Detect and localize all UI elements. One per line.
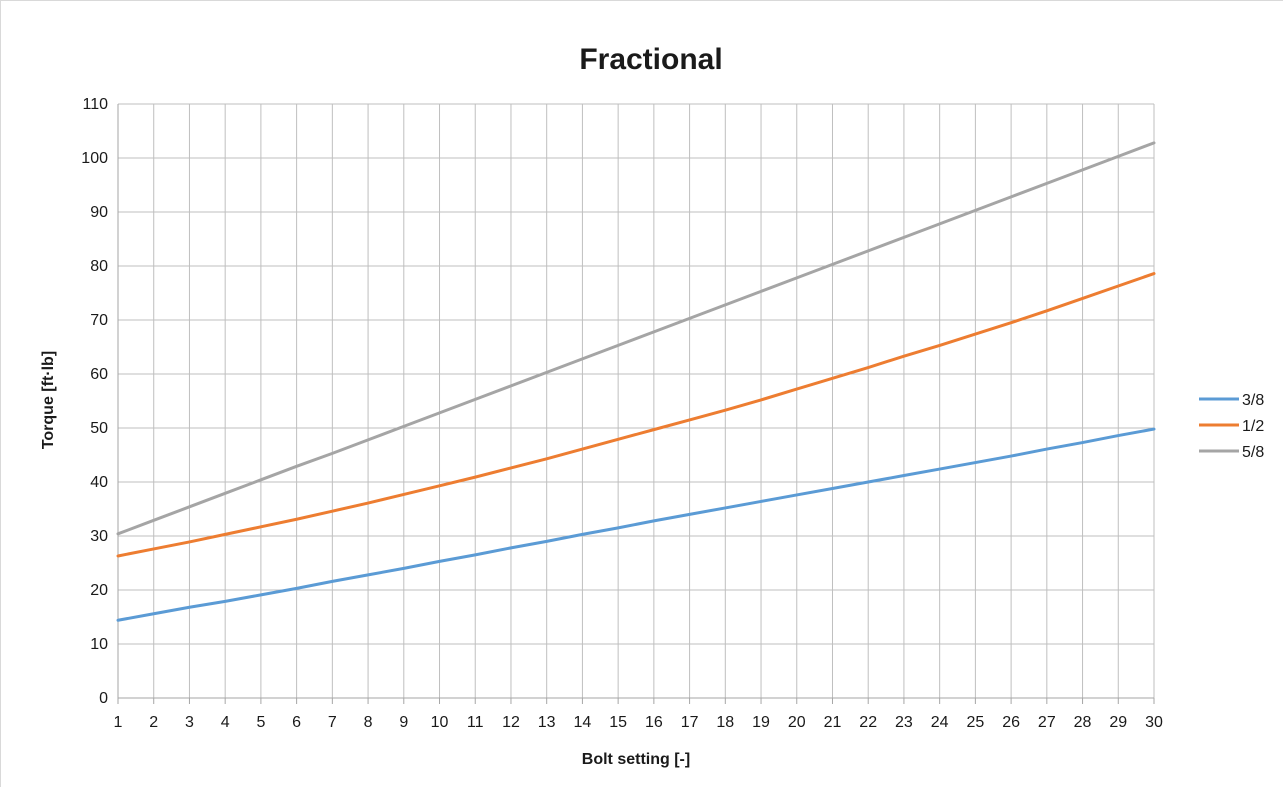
y-tick-label: 100 <box>81 150 108 167</box>
x-tick-label: 20 <box>788 714 806 731</box>
x-tick-label: 3 <box>185 714 194 731</box>
series-lines <box>116 141 1156 622</box>
x-tick-label: 21 <box>824 714 842 731</box>
x-tick-label: 10 <box>431 714 449 731</box>
legend-item: 1/2 <box>1199 418 1264 435</box>
y-tick-label: 0 <box>99 690 108 707</box>
x-tick-label: 4 <box>221 714 230 731</box>
y-tick-label: 70 <box>90 312 108 329</box>
x-tick-label: 12 <box>502 714 520 731</box>
y-tick-label: 10 <box>90 636 108 653</box>
x-tick-label: 19 <box>752 714 770 731</box>
x-tick-label: 8 <box>364 714 373 731</box>
y-tick-label: 90 <box>90 204 108 221</box>
x-tick-label: 1 <box>114 714 123 731</box>
x-tick-label: 18 <box>716 714 734 731</box>
x-tick-label: 29 <box>1109 714 1127 731</box>
grid <box>118 103 1155 698</box>
series-line-1 <box>116 427 1156 622</box>
y-tick-label: 60 <box>90 366 108 383</box>
legend-item: 5/8 <box>1199 444 1264 461</box>
legend-label: 5/8 <box>1242 444 1264 461</box>
y-tick-label: 30 <box>90 528 108 545</box>
x-axis-title: Bolt setting [-] <box>582 751 690 768</box>
x-tick-label: 6 <box>292 714 301 731</box>
x-tick-label: 2 <box>149 714 158 731</box>
x-tick-label: 30 <box>1145 714 1163 731</box>
y-tick-label: 80 <box>90 258 108 275</box>
x-tick-label: 16 <box>645 714 663 731</box>
x-tick-label: 22 <box>859 714 877 731</box>
x-tick-label: 15 <box>609 714 627 731</box>
y-tick-label: 40 <box>90 474 108 491</box>
legend: 3/8 1/2 5/8 <box>1199 392 1264 461</box>
series-line-2 <box>116 272 1156 558</box>
axes <box>117 104 1155 704</box>
x-tick-label: 9 <box>399 714 408 731</box>
series-line-3 <box>116 141 1156 536</box>
x-tick-label: 13 <box>538 714 556 731</box>
y-axis-title: Torque [ft·lb] <box>40 351 57 449</box>
x-tick-label: 28 <box>1074 714 1092 731</box>
x-tick-label: 5 <box>256 714 265 731</box>
x-tick-label: 17 <box>681 714 699 731</box>
chart-title: Fractional <box>579 43 722 76</box>
x-tick-label: 23 <box>895 714 913 731</box>
x-tick-label: 27 <box>1038 714 1056 731</box>
x-tick-label: 7 <box>328 714 337 731</box>
y-tick-label: 110 <box>82 96 108 113</box>
y-tick-label: 50 <box>90 420 108 437</box>
legend-item: 3/8 <box>1199 392 1264 409</box>
x-tick-label: 26 <box>1002 714 1020 731</box>
x-tick-label: 25 <box>966 714 984 731</box>
y-tick-label: 20 <box>90 582 108 599</box>
x-tick-labels: 1 2 3 4 5 6 7 8 9 10 11 12 13 14 15 16 17 18 19 20 21 22 23 24 2… <box>114 714 1163 731</box>
x-tick-label: 24 <box>931 714 949 731</box>
legend-label: 3/8 <box>1242 392 1264 409</box>
y-tick-labels: 0 10 20 30 40 50 60 70 80 90 100 110 <box>81 96 108 707</box>
legend-label: 1/2 <box>1242 418 1264 435</box>
x-tick-label: 14 <box>574 714 592 731</box>
x-tick-label: 11 <box>467 714 484 731</box>
